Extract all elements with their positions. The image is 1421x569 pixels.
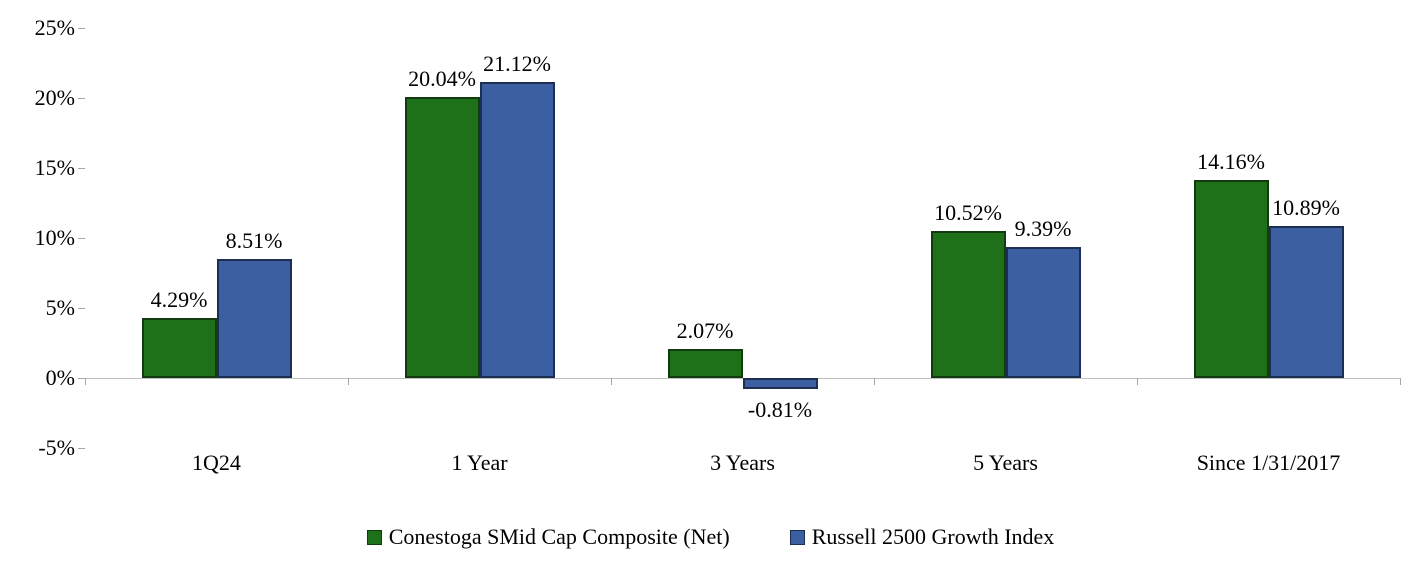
y-axis-tick-label: 15% [34, 155, 75, 180]
bar [404, 97, 480, 378]
bar [141, 317, 217, 378]
bar-value-label: 10.52% [934, 199, 1002, 225]
category-label: 1 Year [451, 450, 508, 475]
x-axis-tick-mark [611, 378, 612, 385]
x-axis-tick-mark [85, 378, 86, 385]
y-axis-tick-mark [78, 448, 85, 449]
bar-value-label: 14.16% [1197, 148, 1265, 174]
bar [667, 349, 743, 378]
bar-value-label: -0.81% [747, 397, 813, 423]
x-axis-tick-mark [348, 378, 349, 385]
bar-value-label: 2.07% [676, 318, 734, 344]
bar-value-label: 10.89% [1272, 194, 1340, 220]
category-label: 3 Years [710, 450, 775, 475]
category-label: Since 1/31/2017 [1196, 450, 1341, 475]
bar-value-label: 8.51% [225, 227, 283, 253]
y-axis-tick-mark [78, 308, 85, 309]
y-axis-tick-mark [78, 28, 85, 29]
chart-legend: Conestoga SMid Cap Composite (Net) Russel… [0, 524, 1421, 550]
y-axis-tick-label: 5% [45, 295, 75, 320]
category-label: 1Q24 [192, 450, 241, 475]
y-axis-tick-label: 10% [34, 225, 75, 250]
bar [216, 258, 292, 378]
legend-swatch [366, 529, 382, 545]
legend-item: Conestoga SMid Cap Composite (Net) [366, 524, 730, 550]
y-axis-tick-mark [78, 168, 85, 169]
bar-value-label: 4.29% [150, 286, 208, 312]
bar [742, 378, 818, 390]
x-axis-tick-mark [1137, 378, 1138, 385]
legend-swatch [789, 529, 805, 545]
y-axis-tick-label: 25% [34, 15, 75, 40]
y-axis-tick-mark [78, 238, 85, 239]
bar [479, 82, 555, 378]
bar-value-label: 9.39% [1014, 215, 1072, 241]
bar [1193, 179, 1269, 378]
bar-value-label: 20.04% [408, 66, 476, 92]
legend-label: Conestoga SMid Cap Composite (Net) [388, 524, 730, 549]
y-axis-tick-label: -5% [38, 435, 75, 460]
category-label: 5 Years [973, 450, 1038, 475]
x-axis-tick-mark [874, 378, 875, 385]
y-axis-tick-mark [78, 98, 85, 99]
y-axis-tick-label: 0% [45, 365, 75, 390]
bar [930, 230, 1006, 378]
x-axis-tick-mark [1400, 378, 1401, 385]
bar-value-label: 21.12% [483, 51, 551, 77]
bar [1268, 225, 1344, 378]
legend-item: Russell 2500 Growth Index [789, 524, 1055, 550]
bar [1005, 246, 1081, 378]
legend-label: Russell 2500 Growth Index [811, 524, 1055, 549]
y-axis-tick-label: 20% [34, 85, 75, 110]
y-axis-tick-mark [78, 378, 85, 379]
